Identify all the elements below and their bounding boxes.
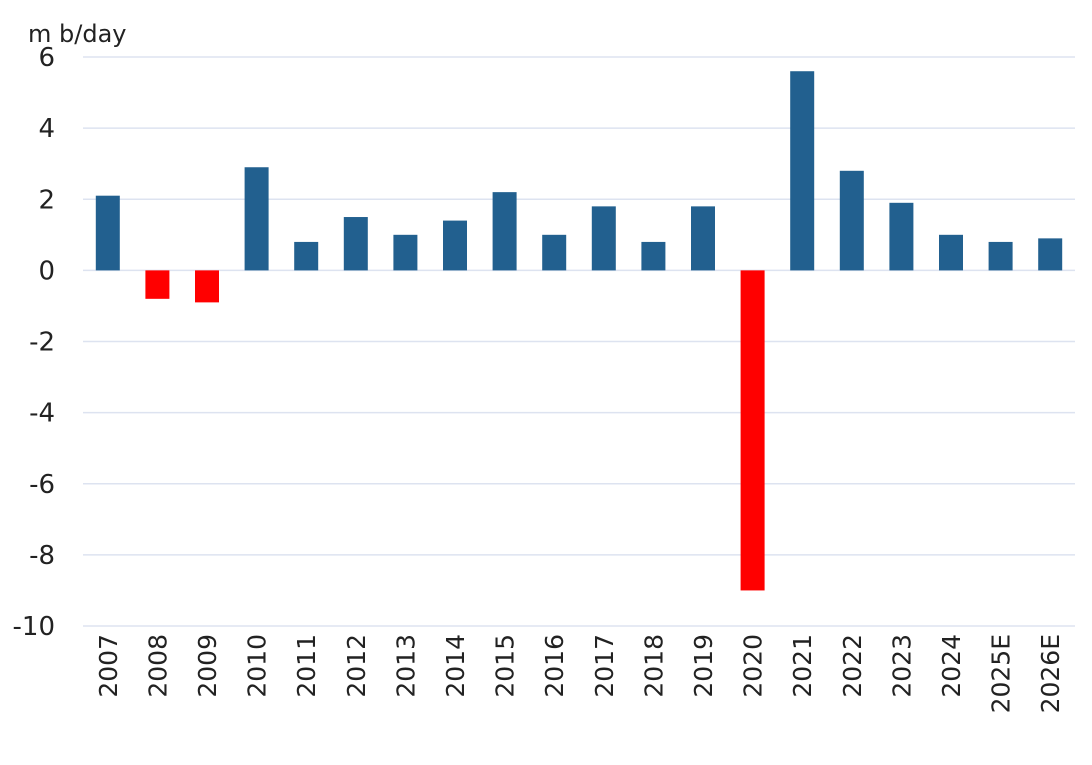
x-tick-label: 2017 [590,634,619,698]
bar-2015 [492,192,517,271]
y-tick-label: 4 [38,114,55,144]
x-tick-label: 2013 [391,634,420,698]
x-tick-label: 2024 [937,634,966,698]
bar-2014 [443,220,467,271]
y-tick-label: -8 [29,541,55,571]
x-tick-label: 2008 [143,634,172,698]
bar-2011 [294,241,319,271]
x-tick-label: 2026E [1036,634,1065,713]
bar-2021 [790,71,815,271]
x-tick-label: 2010 [243,634,272,698]
bar-2022 [839,170,864,271]
bar-2008 [145,270,170,299]
x-tick-label: 2007 [94,634,123,698]
x-tick-label: 2015 [491,634,520,698]
y-tick-label: -2 [29,328,55,358]
y-tick-label: 6 [38,43,55,73]
bar-2007 [95,195,120,271]
bar-2018 [641,241,666,271]
x-tick-label: 2016 [540,634,569,698]
y-axis-unit-label: m b/day [28,20,126,48]
bar-2010 [244,167,269,271]
bar-2009 [195,270,219,303]
bar-2025E [988,241,1013,271]
y-tick-label: 2 [38,185,55,215]
x-tick-label: 2022 [838,634,867,698]
x-tick-label: 2018 [639,634,668,698]
y-tick-label: -6 [29,470,55,500]
bar-2013 [393,234,418,271]
x-tick-label: 2023 [887,634,916,698]
bar-2026E [1038,238,1063,271]
bar-2020 [740,270,765,591]
y-tick-label: -4 [29,399,55,429]
x-tick-label: 2009 [193,634,222,698]
y-tick-label: 0 [38,256,55,286]
bar-2024 [939,234,963,271]
x-tick-label: 2012 [342,634,371,698]
bar-2012 [343,217,368,271]
x-tick-label: 2021 [788,634,817,698]
x-tick-label: 2014 [441,634,470,698]
bar-2017 [591,206,616,271]
x-tick-label: 2025E [987,634,1016,713]
bar-2019 [691,206,715,271]
x-tick-label: 2019 [689,634,718,698]
y-tick-label: -10 [13,612,55,642]
x-tick-label: 2011 [292,634,321,698]
bar-2016 [542,234,567,271]
x-tick-label: 2020 [739,634,768,698]
bar-2023 [889,202,914,271]
